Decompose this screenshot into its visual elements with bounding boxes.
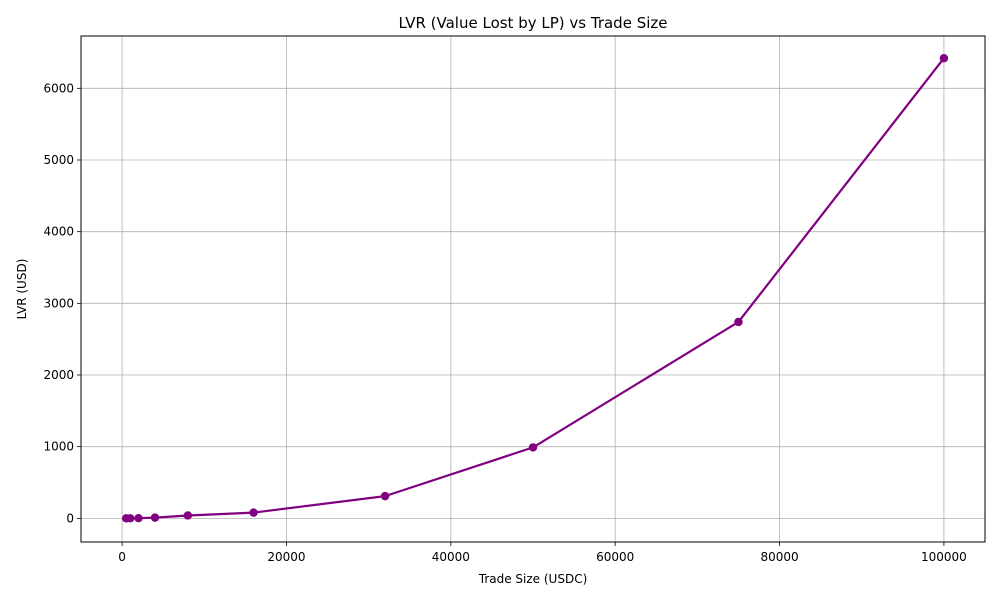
x-tick-label: 40000 [432,550,470,564]
data-point [734,317,743,327]
data-point [134,513,143,523]
x-tick-label: 80000 [760,550,798,564]
x-axis-label: Trade Size (USDC) [478,572,588,586]
y-tick-label: 1000 [43,440,74,454]
data-point [183,511,193,520]
x-tick-label: 100000 [921,550,967,564]
y-axis-ticks: 0 1000 2000 3000 4000 5000 6000 [43,81,81,525]
chart-title: LVR (Value Lost by LP) vs Trade Size [399,14,668,32]
data-point [380,491,390,501]
grid [81,36,985,542]
data-point [150,513,160,522]
series-layer [122,54,949,523]
y-tick-label: 0 [66,511,74,525]
y-tick-label: 2000 [43,368,74,382]
x-tick-label: 20000 [267,550,305,564]
x-axis-ticks: 0 20000 40000 60000 80000 100000 [118,542,967,564]
data-point [249,508,258,517]
plot-frame [80,35,986,543]
data-point [126,514,135,523]
data-point [939,54,949,63]
y-axis-label: LVR (USD) [15,259,29,320]
y-tick-label: 3000 [43,296,74,310]
x-tick-label: 60000 [596,550,634,564]
y-tick-label: 5000 [43,153,74,167]
x-tick-label: 0 [118,550,126,564]
y-tick-label: 4000 [43,225,74,239]
y-tick-label: 6000 [43,81,74,95]
data-point [528,443,538,452]
